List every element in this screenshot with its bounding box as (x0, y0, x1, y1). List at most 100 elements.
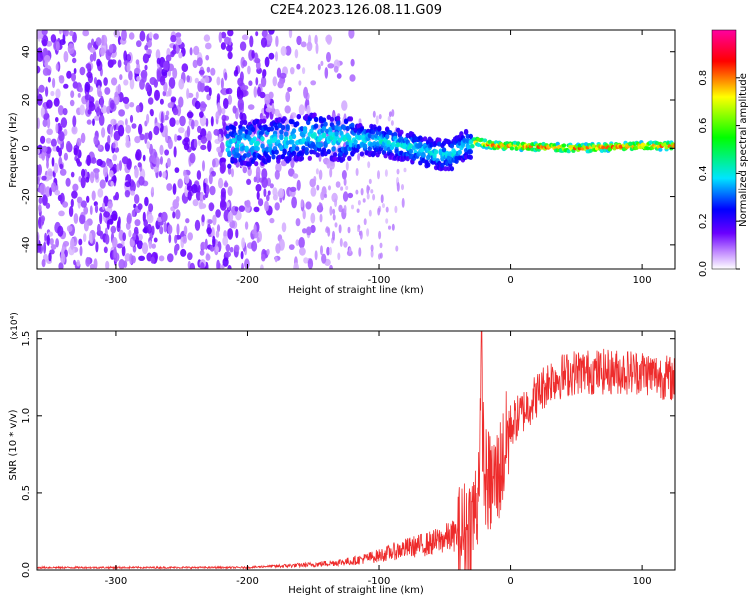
heatmap-cell (175, 119, 180, 126)
heatmap-cell (62, 240, 70, 247)
heatmap-cell (324, 193, 328, 199)
heatmap-cell (80, 132, 86, 144)
heatmap-cell (155, 49, 161, 60)
heatmap-cell (55, 88, 61, 99)
heatmap-cell (194, 77, 199, 84)
heatmap-cell (139, 133, 145, 141)
heatmap-cell (321, 253, 327, 264)
heatmap-cell (146, 141, 151, 150)
heatmap-cell (255, 140, 260, 146)
heatmap-cell (53, 97, 60, 107)
heatmap-cell (433, 149, 439, 155)
heatmap-cell (388, 225, 391, 230)
heatmap-cell (313, 116, 319, 122)
heatmap-cell (283, 131, 289, 137)
heatmap-cell (349, 74, 356, 82)
colorbar-label: Normalized spectral amplitude (738, 73, 749, 227)
heatmap-cell (79, 104, 85, 116)
heatmap-cell (251, 50, 255, 59)
heatmap-cell (220, 42, 226, 50)
heatmap-cell (269, 217, 275, 224)
heatmap-cell (268, 52, 275, 60)
heatmap-cell (86, 119, 92, 125)
heatmap-cell (199, 111, 204, 118)
heatmap-cell (470, 144, 475, 148)
heatmap-cell (93, 135, 99, 145)
heatmap-cell (58, 262, 64, 269)
heatmap-cell (60, 252, 66, 264)
heatmap-cell (347, 135, 352, 141)
heatmap-cell (213, 129, 220, 136)
heatmap-cell (249, 35, 254, 48)
heatmap-cell (186, 185, 194, 192)
heatmap-cell (326, 149, 331, 155)
heatmap-cell (208, 202, 215, 212)
heatmap-cell (340, 186, 344, 191)
heatmap-cell (306, 104, 311, 115)
heatmap-cell (244, 258, 250, 269)
heatmap-cell (159, 226, 164, 235)
heatmap-cell (63, 30, 69, 37)
heatmap-cell (319, 213, 323, 223)
heatmap-cell (355, 168, 359, 176)
heatmap-cell (304, 147, 309, 153)
heatmap-cell (63, 51, 69, 63)
heatmap-cell (336, 115, 341, 121)
y-tick-label: 0 (21, 145, 32, 151)
heatmap-cell (189, 152, 196, 164)
heatmap-cell (85, 176, 90, 183)
heatmap-cell (303, 86, 309, 99)
heatmap-cell (370, 244, 374, 252)
heatmap-cell (274, 149, 279, 155)
heatmap-cell (189, 262, 196, 269)
heatmap-cell (384, 169, 388, 177)
heatmap-cell (323, 151, 328, 157)
heatmap-cell (168, 86, 172, 97)
heatmap-cell (418, 160, 423, 166)
colorbar-tick-label: 0.2 (698, 213, 709, 229)
heatmap-cell (129, 114, 134, 123)
heatmap-cell (298, 237, 305, 249)
heatmap-cell (110, 59, 117, 65)
heatmap-cell (149, 77, 157, 85)
heatmap-cell (295, 218, 301, 227)
heatmap-cell (314, 250, 318, 261)
heatmap-cell (306, 136, 311, 142)
heatmap-cell (285, 45, 292, 56)
heatmap-cell (88, 232, 93, 243)
heatmap-cell (347, 192, 354, 199)
heatmap-cell (261, 168, 268, 180)
heatmap-cell (241, 145, 246, 151)
heatmap-cell (70, 238, 75, 251)
heatmap-cell (198, 138, 201, 146)
heatmap-cell (97, 188, 104, 198)
heatmap-cell (388, 130, 393, 136)
heatmap-cell (426, 162, 431, 168)
heatmap-cell (106, 106, 111, 114)
heatmap-cell (324, 67, 329, 79)
heatmap-cell (225, 244, 231, 252)
heatmap-cell (163, 221, 167, 233)
heatmap-cell (41, 145, 48, 153)
heatmap-cell (63, 152, 68, 161)
heatmap-cell (345, 125, 350, 132)
heatmap-cell (291, 150, 297, 156)
heatmap-cell (112, 237, 118, 249)
heatmap-cell (338, 224, 342, 234)
heatmap-cell (59, 163, 64, 170)
heatmap-cell (89, 205, 93, 215)
heatmap-cell (172, 44, 176, 51)
heatmap-cell (38, 204, 42, 213)
heatmap-cell (454, 158, 459, 164)
heatmap-cell (212, 214, 217, 226)
heatmap-cell (325, 226, 329, 231)
heatmap-cell (108, 44, 114, 53)
heatmap-cell (44, 232, 47, 241)
heatmap-cell (353, 139, 358, 145)
heatmap-cell (97, 144, 103, 150)
heatmap-cell (201, 214, 205, 223)
heatmap-cell (266, 155, 271, 161)
colorbar-tick-label: 0.8 (698, 70, 709, 86)
heatmap-cell (83, 206, 89, 215)
heatmap-cell (265, 33, 273, 45)
